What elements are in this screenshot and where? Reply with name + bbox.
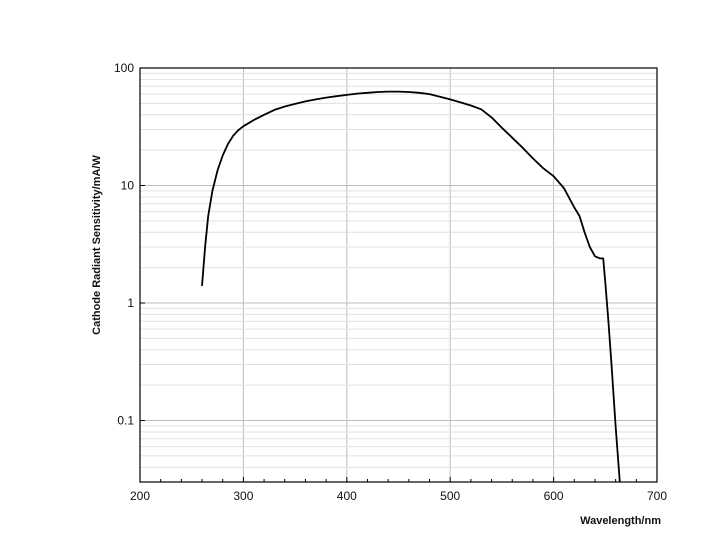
x-axis-label: Wavelength/nm: [580, 515, 661, 527]
x-tick-label: 300: [233, 489, 253, 503]
grid-lines: [140, 68, 657, 482]
x-tick-label: 500: [440, 489, 460, 503]
series-layer: [201, 90, 621, 483]
y-tick-label: 0.1: [117, 414, 134, 428]
series-line: [201, 90, 621, 483]
plot-frame: [139, 67, 658, 483]
y-axis-label: Cathode Radiant Sensitivity/mA/W: [91, 155, 103, 335]
y-tick-label: 100: [114, 61, 134, 75]
y-tick-label: 1: [127, 296, 134, 310]
y-tick-label: 10: [121, 179, 135, 193]
x-tick-label: 400: [337, 489, 357, 503]
x-tick-label: 600: [544, 489, 564, 503]
axis-ticks: 200 300 400 500 600 700 0.1 1 10 100: [114, 61, 667, 503]
x-tick-label: 700: [647, 489, 667, 503]
x-tick-label: 200: [130, 489, 150, 503]
